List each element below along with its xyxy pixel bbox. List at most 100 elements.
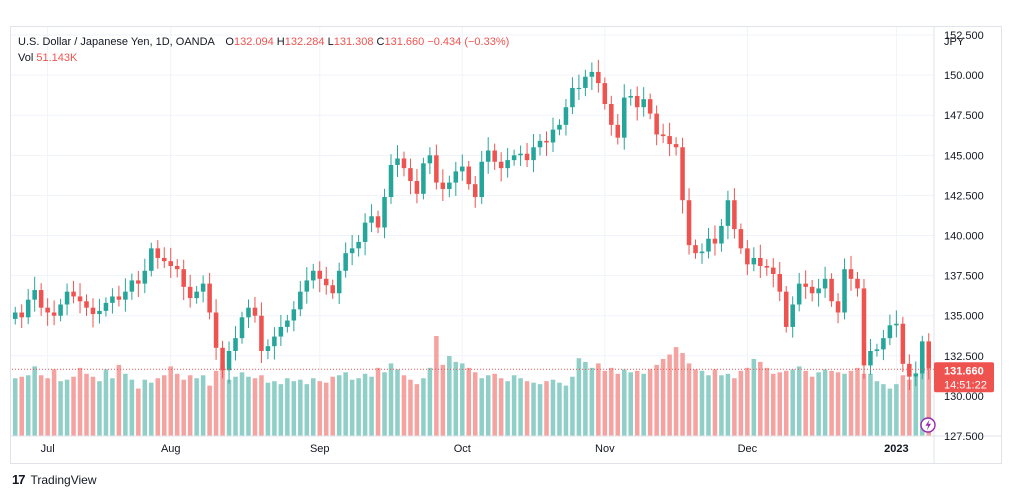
volume-bar (654, 364, 659, 436)
volume-bar (641, 373, 646, 436)
volume-bar (51, 369, 57, 436)
volume-bar (900, 375, 906, 436)
low-value: 131.308 (333, 36, 374, 48)
close-label: C (376, 36, 385, 48)
volume-bar (382, 372, 387, 436)
candle-body (356, 241, 361, 249)
candle-body (732, 200, 737, 230)
ohlc-legend: U.S. Dollar / Japanese Yen, 1D, OANDA O1… (18, 36, 509, 48)
candle-body (207, 283, 212, 313)
candle-body (213, 312, 219, 348)
candle-body (375, 216, 381, 228)
volume-bar (265, 382, 271, 436)
candle-body (343, 253, 348, 271)
candle-body (336, 270, 342, 294)
symbol-title[interactable]: U.S. Dollar / Japanese Yen, 1D, OANDA (18, 36, 215, 48)
candle-body (90, 307, 96, 315)
volume-bar (311, 378, 316, 436)
candle-body (751, 257, 757, 265)
volume-bar (719, 375, 724, 436)
candle-body (557, 124, 562, 130)
volume-bar (375, 367, 381, 436)
candle-body (71, 291, 76, 297)
candle-body (673, 144, 679, 148)
volume-bar (447, 356, 452, 436)
candle-body (822, 278, 828, 289)
volume-bar (771, 373, 776, 436)
lightning-icon[interactable] (920, 417, 936, 433)
time-tick-label: Aug (161, 443, 181, 455)
volume-bar (680, 353, 685, 436)
candle-body (764, 265, 770, 268)
candle-body (434, 155, 439, 183)
candle-body (12, 312, 18, 319)
candle-body (311, 270, 316, 281)
candle-body (51, 312, 57, 316)
candle-body (38, 290, 44, 308)
volume-bar (434, 336, 439, 436)
candle-body (861, 288, 867, 366)
volume-bar (816, 372, 821, 436)
volume-bar (278, 384, 284, 436)
volume-bar (673, 347, 679, 436)
candle-body (790, 304, 795, 327)
volume-bar (136, 388, 141, 436)
time-tick-label: 2023 (884, 443, 908, 455)
volume-bar (466, 367, 472, 436)
price-tick-label: 135.000 (944, 311, 984, 323)
volume-label[interactable]: Vol (18, 52, 34, 64)
volume-bar (777, 372, 783, 436)
time-axis: Jul Aug Sep Oct Nov Dec 2023 (41, 443, 909, 455)
candle-body (576, 87, 582, 89)
open-value: 132.094 (233, 36, 274, 48)
candle-body (168, 261, 173, 266)
candle-body (265, 346, 271, 351)
candle-body (323, 278, 329, 286)
candle-body (796, 283, 802, 305)
volume-bar (194, 378, 199, 436)
candle-body (479, 161, 484, 198)
volume-value: 51.143K (36, 52, 78, 64)
volume-bar (64, 379, 70, 436)
volume-bar (408, 379, 413, 436)
volume-bar (362, 373, 368, 436)
candle-body (291, 309, 297, 321)
candle-body (647, 99, 653, 114)
volume-bar (298, 379, 303, 436)
candle-body (803, 283, 808, 287)
volume-bar (745, 367, 750, 436)
price-tick-label: 140.000 (944, 231, 984, 243)
candle-body (835, 301, 841, 313)
bar-countdown: 14:51:22 (944, 379, 987, 391)
close-value: 131.660 (384, 36, 425, 48)
footer-branding[interactable]: 17 TradingView (12, 472, 97, 487)
candle-body (246, 307, 251, 318)
candle-body (609, 103, 614, 125)
candle-body (161, 257, 167, 262)
volume-bar (485, 375, 491, 436)
volume-bar (239, 372, 245, 436)
candle-body (492, 150, 497, 162)
candle-body (706, 238, 711, 252)
change-value: −0.434 (−0.33%) (427, 36, 510, 48)
volume-bar (498, 378, 504, 436)
volume-bar (738, 370, 744, 436)
volume-bar (524, 381, 530, 436)
volume-bar (323, 382, 329, 436)
volume-bar (233, 376, 238, 436)
candle-body (64, 291, 70, 305)
candle-body (45, 307, 50, 313)
candle-body (809, 286, 815, 294)
currency-label[interactable]: JPY (944, 36, 965, 48)
price-tick-label: 137.500 (944, 271, 984, 283)
volume-bar (550, 379, 556, 436)
volume-bar (155, 378, 161, 436)
price-tick-label: 152.500 (944, 30, 984, 42)
volume-bar (634, 370, 640, 436)
time-tick-label: Jul (41, 443, 55, 455)
volume-bar (712, 369, 718, 436)
volume-bar (861, 373, 867, 436)
volume-bar (71, 376, 76, 436)
candle-body (285, 320, 290, 327)
